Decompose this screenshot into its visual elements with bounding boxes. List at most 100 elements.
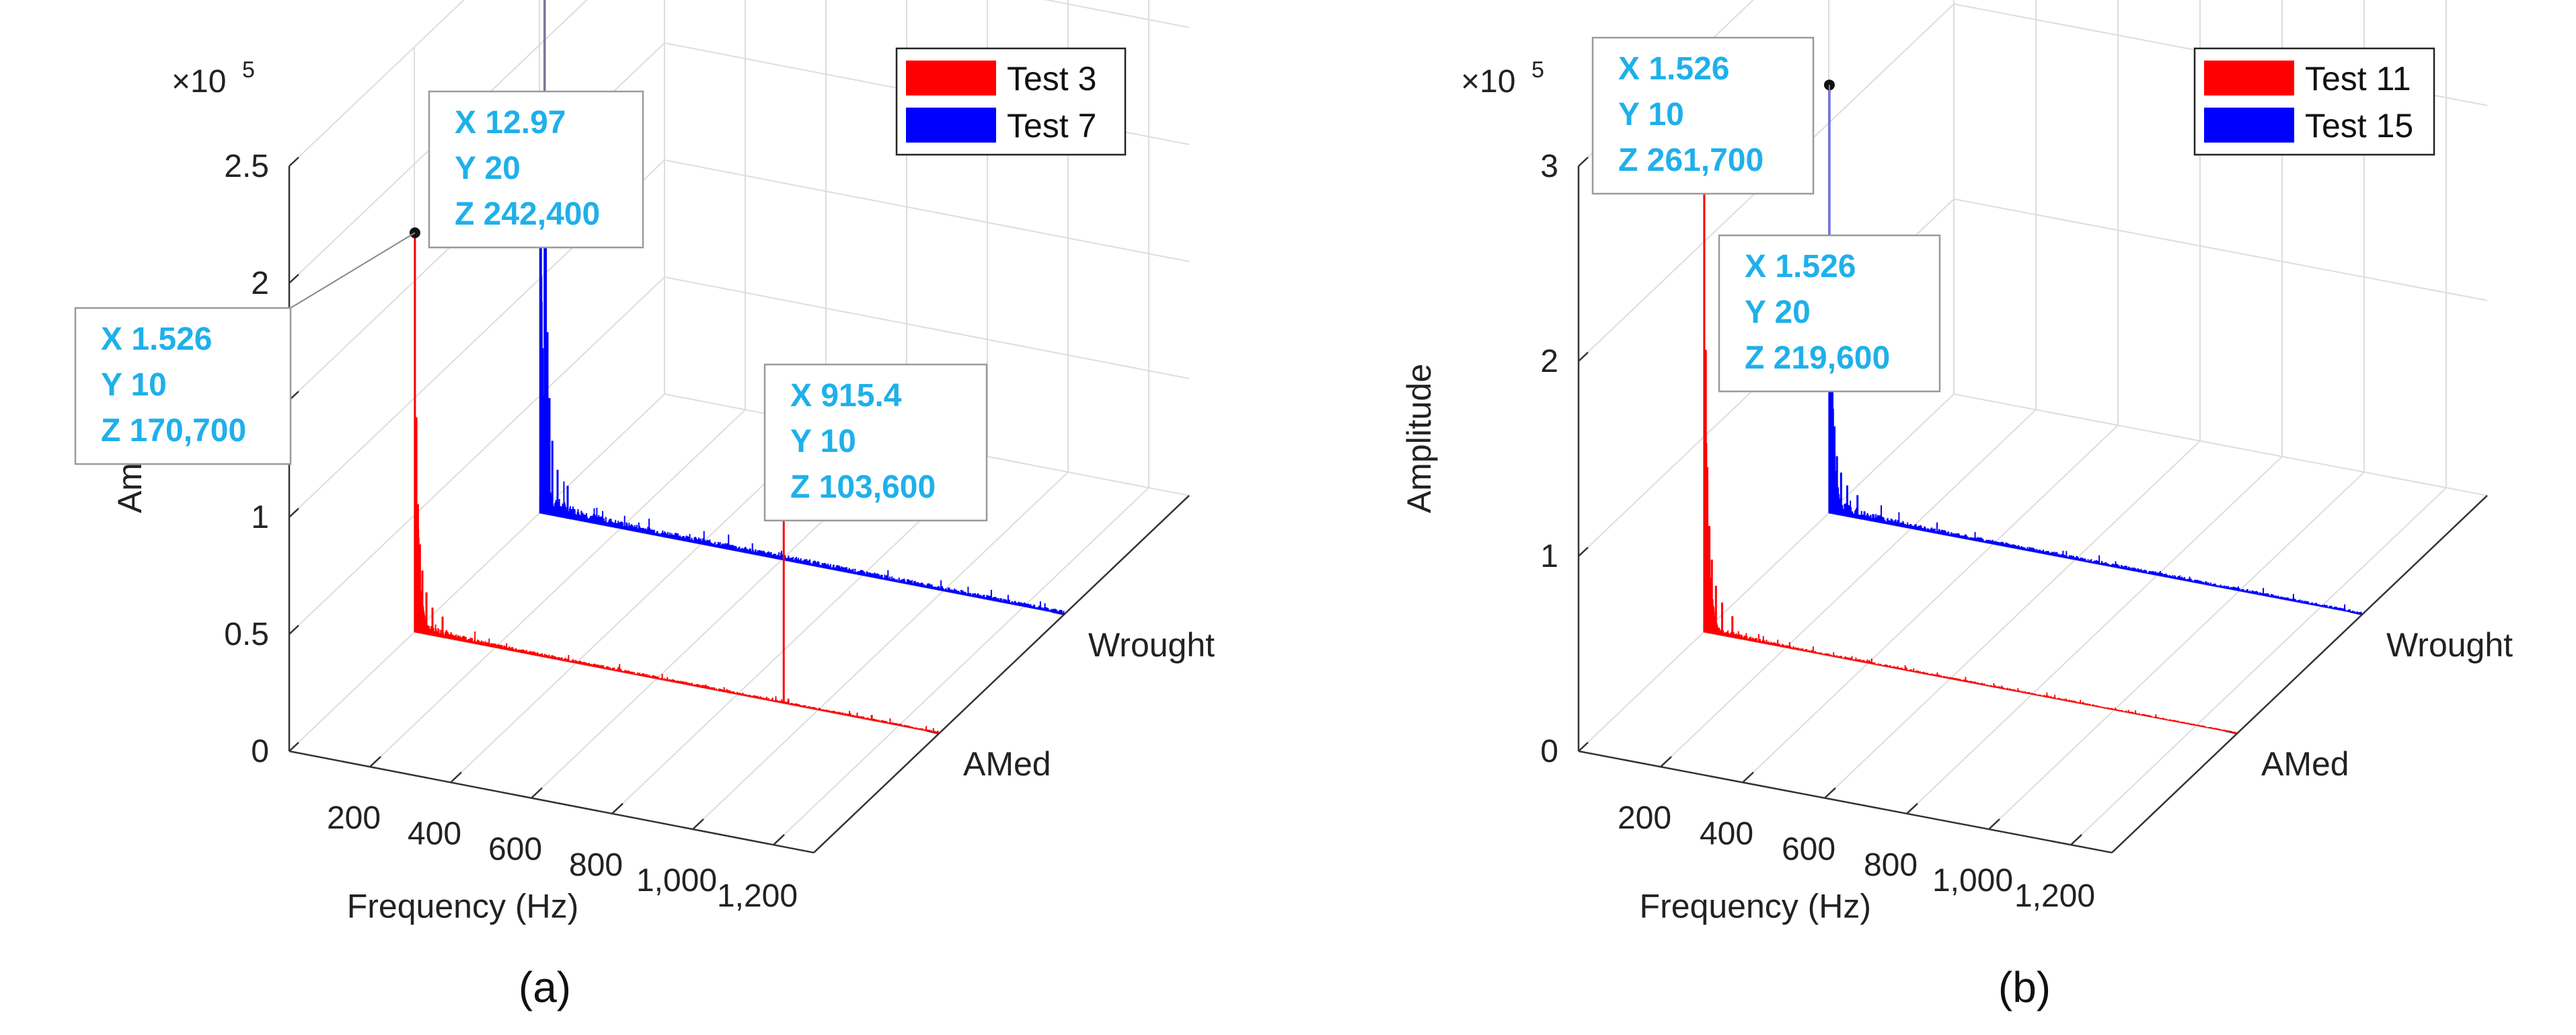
gridline-z xyxy=(289,393,1190,752)
datatip-y-text: Y 10 xyxy=(101,367,167,403)
x-tick-label: 200 xyxy=(327,800,381,836)
z-tick xyxy=(1578,352,1589,362)
gridline-x xyxy=(1824,0,2201,799)
z-tick-label: 0 xyxy=(251,734,269,769)
datatip-connector xyxy=(290,232,416,309)
z-tick-label: 1 xyxy=(251,500,269,535)
panel-b: 0 1 2 3 ×10 5 Amplitude 200 400 600 800 1,000 1,200 F… xyxy=(1400,0,2513,1011)
series-test-11 xyxy=(1703,122,2238,734)
z-tick-label: 1 xyxy=(1540,539,1558,574)
datatip-box xyxy=(763,363,988,522)
x-tick xyxy=(1660,756,1672,768)
axes: 00.511.522.5×105Amplitude2004006008001,0… xyxy=(111,57,1215,925)
datatip-x-text: X 1.526 xyxy=(1618,51,1729,87)
z-tick xyxy=(289,742,299,752)
y-tick-label: AMed xyxy=(2261,745,2349,783)
y-axis-line xyxy=(813,494,1190,853)
datatip[interactable]: X 1.526 Y 10 Z 170,700 xyxy=(74,227,420,465)
datatip-z-text: Z 261,700 xyxy=(1618,143,1764,178)
z-tick-label: 2.5 xyxy=(224,149,269,184)
x-axis-label: Frequency (Hz) xyxy=(1640,888,1872,925)
x-tick-label: 600 xyxy=(488,832,542,868)
legend-label: Test 11 xyxy=(2305,60,2411,98)
legend: Test 3 Test 7 xyxy=(895,47,1127,156)
datatip-box xyxy=(1718,234,1941,393)
x-tick-label: 400 xyxy=(1700,816,1753,851)
x-tick-label: 200 xyxy=(1618,800,1671,836)
datatip-x-text: X 12.97 xyxy=(455,105,566,141)
z-tick-label: 2 xyxy=(1540,344,1558,379)
axes: 0 1 2 3 ×10 5 Amplitude 200 400 600 800 1,000 1,200 F… xyxy=(1400,57,2513,925)
gridline-z xyxy=(1578,393,2488,752)
gridline-z xyxy=(1578,198,2488,557)
legend-swatch xyxy=(2204,108,2294,143)
z-tick xyxy=(289,157,299,167)
z-tick-label: 0 xyxy=(1540,734,1558,769)
panel-label: (b) xyxy=(1998,963,2051,1011)
x-tick-label: 1,000 xyxy=(636,863,717,898)
datatip-x-text: X 1.526 xyxy=(101,321,212,357)
y-axis-line xyxy=(2111,494,2488,853)
x-tick-label: 800 xyxy=(569,847,623,883)
spectrum-noise-stems xyxy=(1703,611,2238,734)
z-tick xyxy=(289,274,299,284)
legend-label: Test 15 xyxy=(2305,107,2413,145)
x-tick xyxy=(692,818,704,830)
x-tick xyxy=(2070,834,2082,846)
x-tick xyxy=(773,834,785,846)
z-multiplier: ×10 xyxy=(172,64,226,100)
z-tick xyxy=(289,508,299,518)
x-tick-label: 1,200 xyxy=(2014,878,2095,914)
y-tick-label: Wrought xyxy=(1088,626,1215,664)
datatip[interactable]: X 915.4 Y 10 Z 103,600 xyxy=(763,363,988,522)
datatip-y-text: Y 10 xyxy=(790,424,856,459)
datatip-x-text: X 915.4 xyxy=(790,378,902,414)
x-tick xyxy=(369,756,381,768)
x-tick-label: 1,200 xyxy=(717,878,798,914)
datatip-y-text: Y 10 xyxy=(1618,97,1684,132)
z-tick-label: 3 xyxy=(1540,149,1558,184)
x-tick-label: 400 xyxy=(408,816,461,851)
z-tick xyxy=(1578,157,1589,167)
panel-a: 00.511.522.5×105Amplitude2004006008001,0… xyxy=(74,0,1215,1011)
legend-label: Test 3 xyxy=(1007,60,1096,98)
gridline-z xyxy=(289,276,1190,635)
datatip-box xyxy=(1591,36,1815,195)
z-tick-label: 0.5 xyxy=(224,617,269,652)
legend-swatch xyxy=(906,108,996,143)
x-tick xyxy=(611,802,623,814)
datatip-marker[interactable] xyxy=(1823,79,1835,91)
datatip[interactable]: X 1.526 Y 10 Z 261,700 xyxy=(1591,36,1815,195)
legend-swatch xyxy=(2204,61,2294,95)
x-tick xyxy=(531,787,543,799)
z-multiplier-exponent: 5 xyxy=(242,57,255,83)
z-multiplier: ×10 xyxy=(1461,64,1515,100)
z-tick xyxy=(289,625,299,635)
datatip-z-text: Z 242,400 xyxy=(455,196,600,232)
legend-swatch xyxy=(906,61,996,95)
x-tick xyxy=(1742,771,1754,783)
x-tick xyxy=(1824,787,1836,799)
x-axis-label: Frequency (Hz) xyxy=(347,888,579,925)
spectrum-noise-stems xyxy=(1828,496,2363,615)
datatip-z-text: Z 103,600 xyxy=(790,469,936,505)
x-tick xyxy=(450,771,462,783)
datatip-y-text: Y 20 xyxy=(455,151,521,186)
x-tick-label: 1,000 xyxy=(1932,863,2013,898)
datatip-z-text: Z 170,700 xyxy=(101,413,246,449)
z-tick-label: 2 xyxy=(251,266,269,301)
datatip[interactable]: X 1.526 Y 20 Z 219,600 xyxy=(1718,79,1941,393)
x-axis-line xyxy=(289,750,815,854)
z-tick xyxy=(1578,547,1589,557)
datatip[interactable]: X 12.97 Y 20 Z 242,400 xyxy=(428,0,644,249)
legend: Test 11 Test 15 xyxy=(2193,47,2435,156)
datatip-z-text: Z 219,600 xyxy=(1745,340,1890,376)
z-multiplier-exponent: 5 xyxy=(1531,57,1544,83)
panel-label: (a) xyxy=(519,963,571,1011)
legend-label: Test 7 xyxy=(1007,107,1096,145)
x-tick xyxy=(1906,802,1918,814)
z-tick xyxy=(1578,742,1589,752)
spectrum-noise-stems xyxy=(414,604,940,734)
datatip-box xyxy=(74,307,292,465)
